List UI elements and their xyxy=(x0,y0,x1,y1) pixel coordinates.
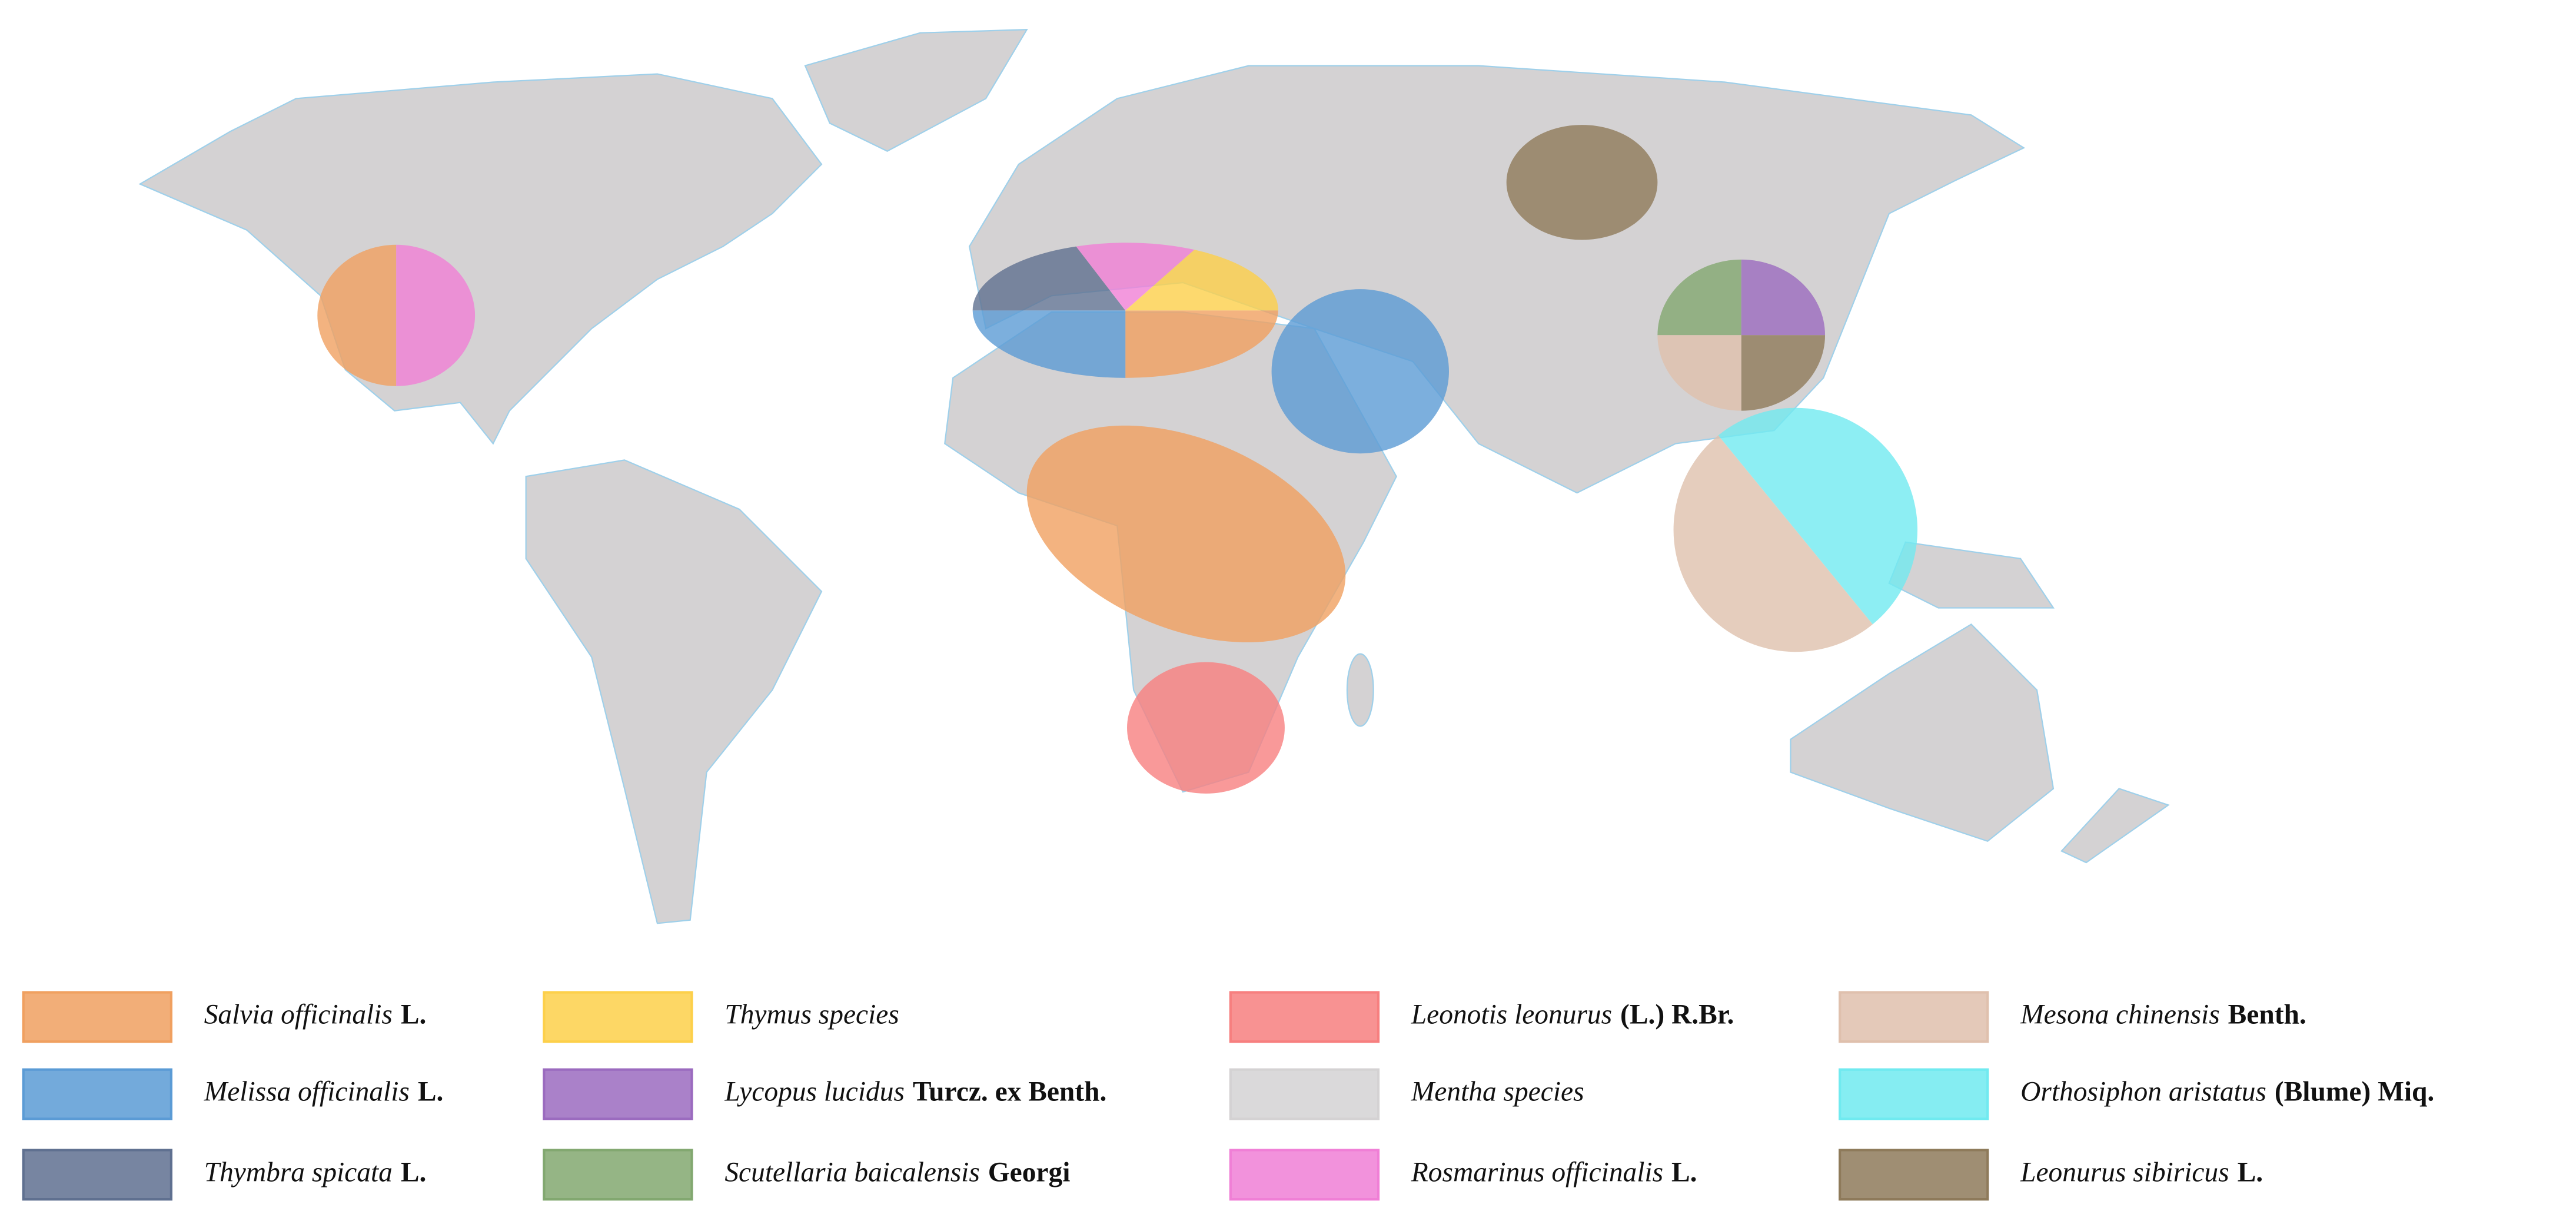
legend-swatch xyxy=(22,1149,172,1201)
legend-label: Leonotis leonurus (L.) R.Br. xyxy=(1411,999,1734,1030)
species-name: Salvia officinalis xyxy=(204,999,393,1030)
region-melissa xyxy=(1271,289,1449,454)
species-authority: L. xyxy=(1671,1157,1697,1187)
legend-label: Melissa officinalis L. xyxy=(204,1076,444,1107)
species-authority: Georgi xyxy=(988,1157,1071,1187)
region-rosmarinus xyxy=(1076,243,1195,311)
legend-swatch xyxy=(1229,991,1380,1043)
legend-label: Orthosiphon aristatus (Blume) Miq. xyxy=(2020,1076,2434,1107)
legend-swatch xyxy=(1229,1068,1380,1120)
region-salvia xyxy=(1125,310,1278,378)
legend-swatch xyxy=(543,1068,693,1120)
species-name: Leonotis leonurus xyxy=(1411,999,1612,1030)
species-name: Lycopus lucidus xyxy=(724,1076,905,1107)
region-salvia xyxy=(317,244,397,386)
species-authority: (Blume) Miq. xyxy=(2275,1076,2434,1107)
species-authority: L. xyxy=(401,1157,427,1187)
legend-label: Scutellaria baicalensis Georgi xyxy=(724,1157,1070,1187)
species-name: Melissa officinalis xyxy=(204,1076,410,1107)
legend-label: Salvia officinalis L. xyxy=(204,999,427,1030)
legend-label: Thymus species xyxy=(724,999,899,1030)
legend-swatch xyxy=(1839,1068,1989,1120)
region-mesona xyxy=(1673,435,1873,652)
legend-swatch xyxy=(543,991,693,1043)
region-leonurus xyxy=(1741,335,1826,411)
south-america xyxy=(525,459,823,924)
species-authority: (L.) R.Br. xyxy=(1620,999,1734,1030)
species-name: Leonurus sibiricus xyxy=(2020,1157,2229,1187)
region-leonurus xyxy=(1506,125,1658,240)
species-name: Orthosiphon aristatus xyxy=(2020,1076,2266,1107)
region-orthosiphon xyxy=(1718,407,1918,625)
legend: Salvia officinalis L. Melissa officinalis L… xyxy=(22,991,2434,1201)
region-mesona xyxy=(1657,335,1741,411)
north-america xyxy=(138,73,823,445)
madagascar xyxy=(1346,653,1374,727)
region-salvia xyxy=(1026,425,1346,643)
region-lycopus xyxy=(1741,259,1826,336)
legend-label: Rosmarinus officinalis L. xyxy=(1411,1157,1697,1187)
species-name: Scutellaria baicalensis xyxy=(724,1157,979,1187)
species-authority: L. xyxy=(418,1076,444,1107)
species-name: Rosmarinus officinalis xyxy=(1411,1157,1663,1187)
region-rosmarinus xyxy=(396,244,476,386)
species-authority: L. xyxy=(2238,1157,2263,1187)
species-name: Mesona chinensis xyxy=(2020,999,2220,1030)
legend-label: Mentha species xyxy=(1411,1076,1584,1107)
species-authority: L. xyxy=(401,999,426,1030)
species-authority: Turcz. ex Benth. xyxy=(913,1076,1106,1107)
greenland xyxy=(804,29,1028,152)
species-authority: Benth. xyxy=(2228,999,2306,1030)
region-thymbra xyxy=(972,246,1126,311)
region-scutellaria xyxy=(1657,259,1741,336)
distribution-overlays xyxy=(317,125,1918,794)
species-name: Mentha species xyxy=(1411,1076,1584,1107)
legend-swatch xyxy=(1229,1149,1380,1201)
new-zealand xyxy=(2060,788,2170,864)
species-name: Thymbra spicata xyxy=(204,1157,393,1187)
legend-swatch xyxy=(22,991,172,1043)
legend-swatch xyxy=(22,1068,172,1120)
legend-label: Lycopus lucidus Turcz. ex Benth. xyxy=(724,1076,1106,1107)
species-name: Thymus species xyxy=(724,999,899,1030)
legend-label: Mesona chinensis Benth. xyxy=(2020,999,2306,1030)
legend-swatch xyxy=(1839,1149,1989,1201)
region-melissa xyxy=(972,310,1126,378)
australia xyxy=(1790,623,2055,842)
legend-label: Leonurus sibiricus L. xyxy=(2020,1157,2263,1187)
region-thymus xyxy=(1125,250,1278,311)
region-leonotis xyxy=(1127,662,1285,794)
legend-swatch xyxy=(1839,991,1989,1043)
legend-label: Thymbra spicata L. xyxy=(204,1157,427,1187)
legend-swatch xyxy=(543,1149,693,1201)
